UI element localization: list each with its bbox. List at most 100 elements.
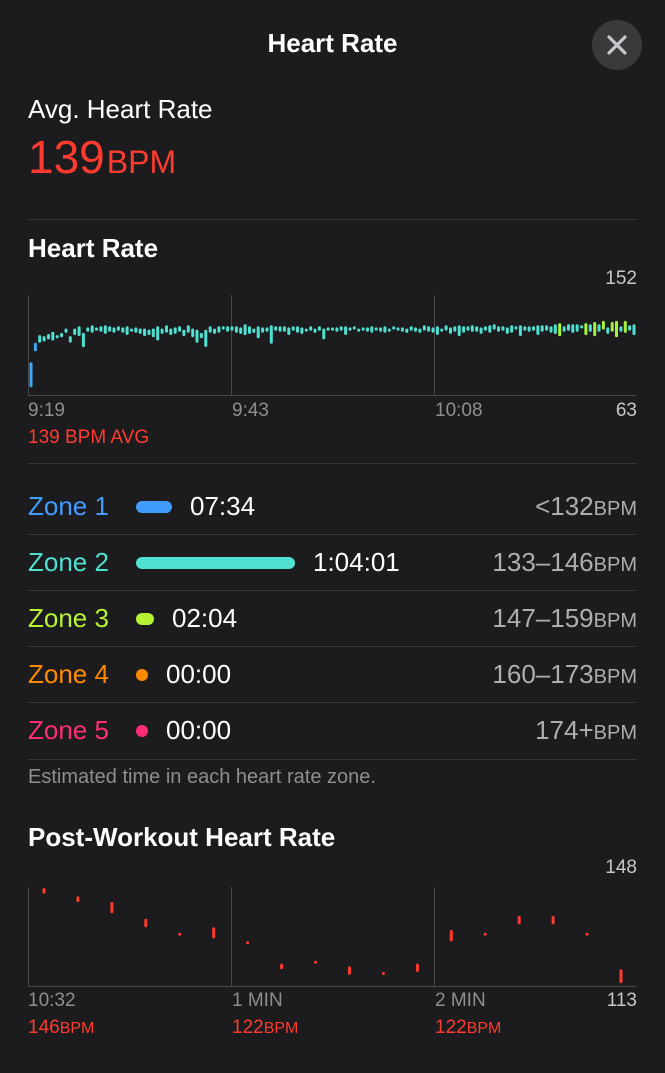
close-icon — [607, 35, 627, 55]
hr-range-bar — [628, 325, 632, 331]
zone-range: 147–159BPM — [492, 603, 637, 634]
hr-range-bar — [449, 930, 453, 942]
post-workout-chart — [28, 887, 637, 987]
close-button[interactable] — [592, 20, 642, 70]
hr-range-bar — [610, 322, 614, 332]
hr-range-bar — [173, 327, 177, 334]
hr-range-bar — [409, 326, 413, 331]
post-reading-1min: 122BPM — [232, 1017, 298, 1039]
hr-range-bar — [199, 332, 203, 339]
zone-range: 133–146BPM — [492, 547, 637, 578]
hr-range-bar — [55, 335, 59, 339]
hr-range-bar — [64, 328, 68, 333]
hr-range-bar — [606, 327, 610, 334]
zone-name: Zone 3 — [28, 603, 109, 633]
post-chart-min-label: 113 — [606, 990, 637, 1011]
hr-range-bar — [186, 325, 190, 333]
hr-range-bar — [549, 326, 553, 333]
hr-range-bar — [357, 328, 361, 332]
hr-range-bar — [226, 326, 230, 332]
heart-rate-section-title: Heart Rate — [28, 233, 159, 263]
post-reading-value: 146 — [28, 1017, 60, 1038]
hr-range-bar — [90, 325, 94, 333]
hr-range-bar — [130, 328, 133, 332]
hr-range-bar — [339, 326, 343, 331]
hr-range-bar — [291, 326, 295, 331]
zone-time-bar — [136, 613, 154, 625]
hr-range-bar — [282, 326, 286, 332]
hr-range-bar — [195, 329, 199, 343]
hr-range-bar — [296, 326, 299, 333]
zone-range-value: 160–173 — [492, 659, 594, 689]
hr-range-bar — [597, 324, 601, 332]
hr-range-bar — [619, 969, 623, 984]
hr-range-bar — [483, 326, 487, 331]
hr-range-bar — [453, 326, 457, 332]
hr-range-bar — [370, 326, 374, 333]
hr-range-bar — [440, 328, 444, 332]
hr-range-bar — [33, 342, 37, 352]
hr-range-bar — [217, 326, 221, 333]
hr-chart-max-label: 152 — [605, 268, 637, 289]
hr-range-bar — [551, 916, 555, 925]
heart-rate-chart — [28, 295, 637, 396]
zone-row: Zone 5 00:00 174+BPM — [0, 703, 665, 759]
hr-range-bar — [418, 328, 422, 333]
hr-range-bar — [309, 326, 313, 331]
hr-range-bar — [584, 323, 588, 336]
hr-range-bar — [593, 322, 597, 337]
hr-range-bar — [457, 325, 461, 337]
hr-range-bar — [221, 326, 225, 330]
hr-range-bar — [239, 327, 243, 334]
avg-heart-rate-value: 139BPM — [28, 130, 176, 184]
post-reading-value: 122 — [435, 1017, 467, 1038]
zone-range-unit: BPM — [593, 498, 637, 520]
hr-range-bar — [400, 327, 404, 332]
hr-range-bar — [81, 332, 85, 348]
hr-range-bar — [60, 332, 64, 338]
hr-range-bar — [571, 324, 575, 333]
hr-range-bar — [335, 327, 339, 332]
hr-range-bar — [488, 325, 492, 333]
divider — [28, 463, 637, 464]
hr-range-bar — [314, 960, 317, 964]
hr-range-bar — [479, 327, 483, 334]
divider — [28, 702, 637, 703]
hr-range-bar — [381, 972, 385, 975]
zones-footnote: Estimated time in each heart rate zone. — [28, 766, 376, 788]
divider — [28, 646, 637, 647]
hr-range-bar — [317, 326, 321, 331]
hr-range-bar — [462, 326, 466, 333]
zone-range-unit: BPM — [593, 610, 637, 632]
hr-range-bar — [585, 932, 589, 936]
avg-value-number: 139 — [28, 131, 105, 183]
hr-range-bar — [95, 327, 98, 331]
hr-x-label-start: 9:19 — [28, 400, 65, 421]
hr-range-bar — [73, 328, 77, 335]
hr-range-bar — [313, 328, 317, 333]
hr-range-bar — [518, 325, 522, 337]
hr-range-bar — [278, 326, 282, 332]
post-x-label-1min: 1 MIN — [232, 990, 283, 1011]
avg-heart-rate-label: Avg. Heart Rate — [28, 94, 213, 124]
hr-range-bar — [422, 325, 426, 331]
zone-range: <132BPM — [535, 491, 637, 522]
zone-range-unit: BPM — [593, 722, 637, 744]
hr-range-bar — [562, 326, 566, 332]
hr-range-bar — [204, 329, 208, 347]
hr-range-bar — [156, 326, 160, 341]
divider — [28, 590, 637, 591]
zone-time: 02:04 — [172, 603, 238, 633]
hr-range-bar — [588, 324, 592, 332]
zone-row: Zone 2 1:04:01 133–146BPM — [0, 535, 665, 591]
hr-range-bar — [517, 916, 521, 925]
hr-range-bar — [361, 327, 365, 331]
hr-range-bar — [144, 918, 148, 928]
zone-time: 00:00 — [166, 715, 232, 745]
hr-x-label-end: 10:08 — [435, 400, 483, 421]
post-x-label-start: 10:32 — [28, 990, 76, 1011]
zone-range-value: 174+ — [535, 715, 594, 745]
divider — [28, 759, 637, 760]
hr-range-bar — [514, 326, 518, 330]
zone-name: Zone 1 — [28, 491, 109, 521]
